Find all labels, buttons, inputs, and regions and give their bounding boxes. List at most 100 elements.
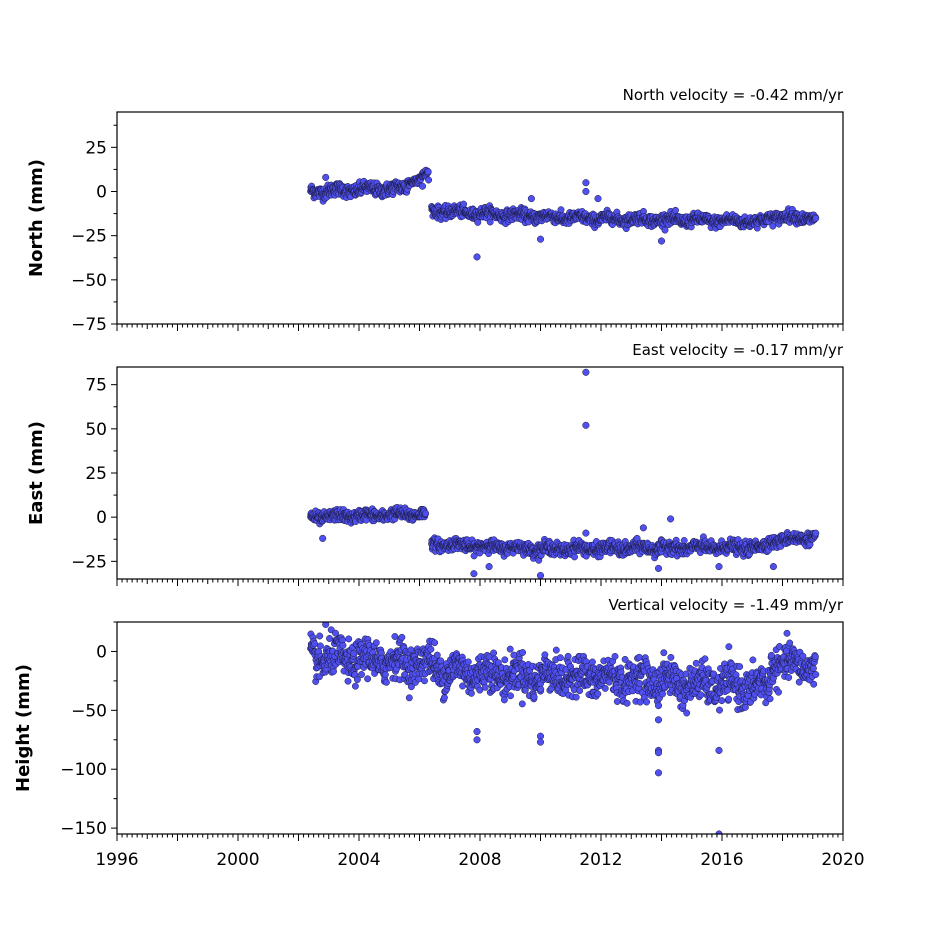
data-point xyxy=(467,689,475,697)
data-point xyxy=(364,675,372,683)
data-point xyxy=(710,670,718,678)
y-tick-label: −50 xyxy=(71,701,107,721)
data-point xyxy=(812,214,820,222)
data-point xyxy=(576,687,584,695)
x-tick-label: 2000 xyxy=(216,850,259,870)
data-point xyxy=(476,686,484,694)
data-point xyxy=(311,640,319,648)
y-axis-label: Height (mm) xyxy=(13,664,34,792)
data-point xyxy=(571,553,578,561)
data-point xyxy=(407,646,415,654)
outlier-point xyxy=(536,235,545,243)
outlier-point xyxy=(473,727,481,736)
outlier-point xyxy=(769,563,777,571)
data-point xyxy=(427,645,435,653)
data-points xyxy=(307,166,820,261)
data-point xyxy=(345,635,353,643)
data-point xyxy=(431,639,439,647)
data-point xyxy=(659,690,666,698)
data-point xyxy=(811,653,819,661)
outlier-point xyxy=(536,738,545,746)
data-point xyxy=(716,706,723,714)
y-tick-label: −25 xyxy=(71,552,107,572)
data-point xyxy=(459,682,467,690)
data-point xyxy=(440,694,448,702)
data-point xyxy=(339,641,347,649)
data-point xyxy=(353,676,361,684)
data-point xyxy=(605,678,613,686)
data-point xyxy=(398,633,406,641)
data-point xyxy=(490,649,498,657)
x-tick-label: 2008 xyxy=(458,850,501,870)
outlier-point xyxy=(715,563,723,571)
data-point xyxy=(564,652,572,660)
data-point xyxy=(552,646,560,654)
data-point xyxy=(613,698,621,705)
data-point xyxy=(460,200,468,208)
data-point xyxy=(494,659,502,667)
x-tick-label: 2012 xyxy=(579,850,622,870)
data-point xyxy=(682,670,690,678)
data-point xyxy=(786,639,794,647)
panel-title: Vertical velocity = -1.49 mm/yr xyxy=(608,596,843,614)
outlier-point xyxy=(715,746,723,754)
outlier-point xyxy=(582,529,590,537)
data-point xyxy=(326,635,333,642)
data-point xyxy=(621,655,629,663)
data-point xyxy=(795,678,803,686)
data-point xyxy=(421,677,428,685)
outlier-point xyxy=(582,187,590,196)
outlier-point xyxy=(536,571,545,579)
data-point xyxy=(661,226,669,234)
y-tick-label: −25 xyxy=(71,227,107,247)
outlier-point xyxy=(667,515,675,523)
data-point xyxy=(810,680,818,688)
data-point xyxy=(588,658,596,666)
data-point xyxy=(812,529,820,537)
data-point xyxy=(382,678,390,686)
data-point xyxy=(594,690,602,698)
y-tick-label: −50 xyxy=(71,271,107,291)
data-point xyxy=(680,537,688,544)
data-point xyxy=(736,663,744,671)
data-point xyxy=(660,649,668,657)
data-point xyxy=(812,671,820,678)
data-point xyxy=(351,682,359,690)
outlier-point xyxy=(319,534,327,542)
outlier-point xyxy=(485,563,493,571)
data-point xyxy=(749,656,757,664)
data-point xyxy=(556,654,564,662)
data-points xyxy=(307,622,820,834)
data-point xyxy=(372,639,380,647)
y-tick-label: 0 xyxy=(96,183,107,203)
data-point xyxy=(725,643,733,651)
data-point xyxy=(391,633,399,640)
data-point xyxy=(481,683,489,691)
data-point xyxy=(500,696,508,704)
data-points xyxy=(307,368,820,579)
data-point xyxy=(316,642,324,650)
panel-title: North velocity = -0.42 mm/yr xyxy=(623,86,844,104)
x-tick-label: 2020 xyxy=(821,850,864,870)
data-point xyxy=(506,645,514,653)
data-point xyxy=(330,668,337,675)
data-point xyxy=(425,176,433,184)
y-axis-label: East (mm) xyxy=(26,421,47,525)
outlier-point xyxy=(322,622,330,628)
outlier-point xyxy=(654,716,663,724)
outlier-point xyxy=(654,564,663,572)
data-point xyxy=(635,653,643,661)
y-tick-label: 25 xyxy=(85,138,107,158)
outlier-point xyxy=(639,524,647,532)
y-tick-label: −150 xyxy=(60,819,107,839)
outlier-point xyxy=(715,830,723,834)
data-point xyxy=(541,651,549,659)
data-point xyxy=(433,651,441,659)
data-point xyxy=(507,692,514,700)
outlier-point xyxy=(654,749,663,757)
outlier-point xyxy=(527,195,535,203)
data-point xyxy=(601,684,609,692)
